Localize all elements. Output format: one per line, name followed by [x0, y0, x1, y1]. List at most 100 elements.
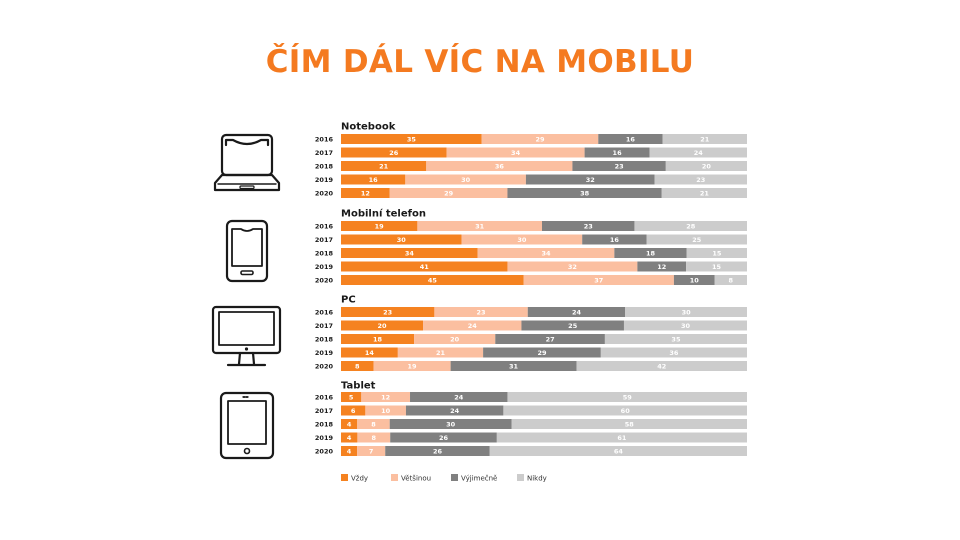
- year-label: 2019: [315, 176, 334, 184]
- data-label: 21: [700, 135, 710, 143]
- data-label: 41: [420, 263, 430, 271]
- bar-segment-nikdy: [507, 392, 747, 402]
- year-label: 2017: [315, 322, 333, 330]
- bar-segment-vzdy: [341, 188, 390, 198]
- bar-segment-vzdy: [341, 234, 462, 245]
- data-label: 21: [436, 349, 446, 357]
- data-label: 60: [621, 407, 631, 415]
- bar-segment-nikdy: [604, 334, 747, 344]
- bar-segment-nikdy: [634, 221, 747, 231]
- data-label: 30: [446, 420, 456, 428]
- legend-label: Výjimečně: [461, 475, 497, 483]
- legend-swatch: [341, 474, 348, 481]
- bar-segment-vzdy: [341, 432, 358, 443]
- data-label: 59: [623, 393, 633, 401]
- bar-segment-vzdy: [341, 405, 366, 416]
- bar-segment-vyjimecne: [450, 361, 577, 371]
- data-label: 26: [389, 149, 399, 157]
- year-label: 2020: [315, 362, 334, 370]
- data-label: 21: [700, 189, 710, 197]
- data-label: 23: [615, 162, 624, 170]
- legend-item-vyjimecne: Výjimečně: [451, 474, 497, 483]
- bar-segment-vyjimecne: [389, 419, 512, 429]
- bar-segment-vetsinou: [434, 307, 528, 317]
- bar-segment-vyjimecne: [582, 234, 647, 245]
- data-label: 12: [361, 189, 370, 197]
- data-label: 24: [454, 393, 464, 401]
- data-label: 24: [694, 149, 704, 157]
- data-label: 31: [475, 222, 485, 230]
- laptop-icon: [213, 133, 281, 192]
- desktop-monitor-icon: [211, 305, 282, 367]
- bar-segment-vetsinou: [361, 392, 411, 402]
- data-label: 42: [657, 362, 666, 370]
- bar-segment-nikdy: [511, 419, 747, 429]
- bar-segment-vzdy: [341, 261, 508, 272]
- data-label: 24: [468, 322, 478, 330]
- bar-segment-nikdy: [600, 347, 747, 358]
- bar-segment-vyjimecne: [541, 221, 635, 231]
- data-label: 12: [657, 263, 666, 271]
- data-label: 16: [610, 236, 620, 244]
- year-label: 2016: [315, 308, 334, 316]
- bar-segment-vyjimecne: [673, 275, 715, 285]
- bar-segment-vetsinou: [357, 446, 386, 456]
- data-label: 27: [546, 335, 555, 343]
- data-label: 37: [594, 276, 603, 284]
- bar-segment-vyjimecne: [410, 392, 508, 402]
- bar-segment-vyjimecne: [525, 174, 655, 185]
- tablet-icon: [219, 391, 275, 460]
- bar-segment-vetsinou: [477, 248, 615, 258]
- year-label: 2020: [315, 189, 334, 197]
- bar-segment-vzdy: [341, 134, 482, 144]
- data-label: 10: [381, 407, 391, 415]
- legend-swatch: [451, 474, 458, 481]
- data-label: 61: [617, 434, 627, 442]
- legend-label: Většinou: [401, 475, 431, 483]
- bar-segment-vzdy: [341, 334, 415, 344]
- bar-segment-vyjimecne: [507, 188, 662, 198]
- bar-segment-vzdy: [341, 361, 374, 371]
- legend-label: Vždy: [351, 475, 368, 483]
- bar-segment-vzdy: [341, 446, 358, 456]
- bar-segment-vzdy: [341, 275, 524, 285]
- data-label: 8: [728, 276, 733, 284]
- year-label: 2018: [315, 335, 334, 343]
- data-label: 12: [381, 393, 390, 401]
- group-mobilní-telefon: Mobilní telefon 2016 19 31 23 28 2017 30 30 16 25 2…: [315, 208, 747, 285]
- year-label: 2018: [315, 162, 334, 170]
- data-label: 20: [702, 162, 712, 170]
- group-tablet: Tablet 2016 5 12 24 59 2017 6 10 24 60 2018 4 8 30 58 20…: [315, 381, 747, 456]
- data-label: 23: [584, 222, 593, 230]
- bar-segment-nikdy: [649, 147, 747, 158]
- legend-item-vetsinou: Většinou: [391, 474, 431, 483]
- data-label: 25: [692, 236, 702, 244]
- bar-segment-vzdy: [341, 174, 406, 185]
- bar-segment-vyjimecne: [483, 347, 601, 358]
- year-label: 2017: [315, 149, 333, 157]
- data-label: 15: [712, 249, 722, 257]
- bar-segment-vzdy: [341, 221, 418, 231]
- bar-segment-nikdy: [576, 361, 747, 371]
- data-label: 35: [671, 335, 681, 343]
- data-label: 36: [669, 349, 679, 357]
- data-label: 21: [379, 162, 389, 170]
- chart-title: ČÍM DÁL VÍC NA MOBILU: [265, 44, 695, 80]
- data-label: 34: [541, 249, 551, 257]
- bar-segment-vyjimecne: [637, 261, 687, 272]
- data-label: 28: [686, 222, 696, 230]
- data-label: 20: [450, 335, 460, 343]
- data-label: 30: [517, 236, 527, 244]
- bar-segment-nikdy: [625, 307, 747, 317]
- legend-label: Nikdy: [527, 475, 547, 483]
- group-title: Notebook: [341, 122, 396, 133]
- data-label: 29: [535, 135, 545, 143]
- data-label: 29: [537, 349, 547, 357]
- data-label: 19: [408, 362, 418, 370]
- year-label: 2016: [315, 135, 334, 143]
- bar-segment-vzdy: [341, 147, 447, 158]
- bar-segment-vyjimecne: [495, 334, 605, 344]
- device-icons: [211, 133, 282, 460]
- data-label: 30: [461, 176, 471, 184]
